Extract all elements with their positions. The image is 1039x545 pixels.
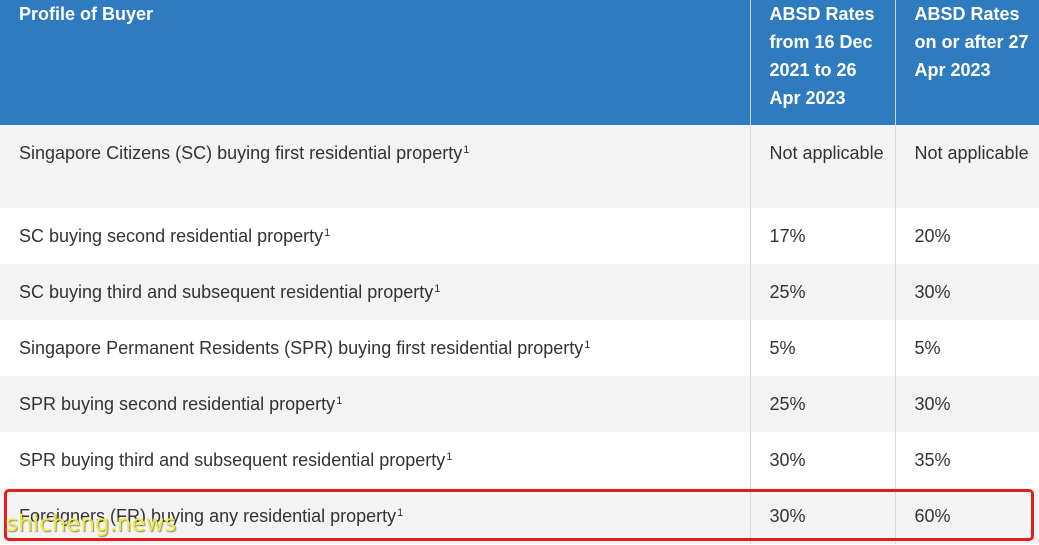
rate-2021-cell: 5% xyxy=(749,320,895,376)
footnote-marker: 1 xyxy=(434,283,441,295)
table-row: SC buying third and subsequent residenti… xyxy=(0,264,1039,320)
profile-text: Singapore Permanent Residents (SPR) buyi… xyxy=(19,338,584,358)
rate-2021-cell: 17% xyxy=(749,208,895,264)
rate-2023-cell: 5% xyxy=(894,320,1039,376)
rate-2023-cell: 35% xyxy=(894,432,1039,488)
footnote-marker: 1 xyxy=(463,144,470,156)
profile-cell: Singapore Permanent Residents (SPR) buyi… xyxy=(0,320,750,376)
profile-cell: Foreigners (FR) buying any residential p… xyxy=(0,488,750,544)
rate-2023-cell: Not applicable xyxy=(894,125,1039,208)
rate-2021-cell: 25% xyxy=(749,376,895,432)
profile-text: SPR buying second residential property xyxy=(19,394,336,414)
table-row: SPR buying second residential property1 … xyxy=(0,376,1039,432)
profile-cell: SPR buying third and subsequent resident… xyxy=(0,432,750,488)
profile-cell: SC buying second residential property1 xyxy=(0,208,750,264)
table-row: Singapore Citizens (SC) buying first res… xyxy=(0,125,1039,208)
rate-2023-cell: 20% xyxy=(894,208,1039,264)
rate-2023-cell: 30% xyxy=(894,376,1039,432)
profile-text: Foreigners (FR) buying any residential p… xyxy=(19,506,397,526)
footnote-marker: 1 xyxy=(584,339,591,351)
rate-2021-cell: Not applicable xyxy=(749,125,895,208)
footnote-marker: 1 xyxy=(324,227,331,239)
table-header-row: Profile of Buyer ABSD Rates from 16 Dec … xyxy=(0,0,1039,125)
table-row: Singapore Permanent Residents (SPR) buyi… xyxy=(0,320,1039,376)
profile-text: SC buying second residential property xyxy=(19,226,324,246)
footnote-marker: 1 xyxy=(336,395,343,407)
rate-2021-cell: 30% xyxy=(749,488,895,544)
header-rates-2023: ABSD Rates on or after 27 Apr 2023 xyxy=(894,0,1039,125)
profile-cell: Singapore Citizens (SC) buying first res… xyxy=(0,125,750,208)
header-profile-of-buyer: Profile of Buyer xyxy=(0,0,750,125)
rate-2021-cell: 25% xyxy=(749,264,895,320)
footnote-marker: 1 xyxy=(397,507,404,519)
footnote-marker: 1 xyxy=(446,451,453,463)
profile-cell: SPR buying second residential property1 xyxy=(0,376,750,432)
header-rates-2021: ABSD Rates from 16 Dec 2021 to 26 Apr 20… xyxy=(749,0,895,125)
table-row: SC buying second residential property1 1… xyxy=(0,208,1039,264)
table-row: SPR buying third and subsequent resident… xyxy=(0,432,1039,488)
rate-2023-cell: 30% xyxy=(894,264,1039,320)
rate-2021-cell: 30% xyxy=(749,432,895,488)
rate-2023-cell: 60% xyxy=(894,488,1039,544)
profile-text: Singapore Citizens (SC) buying first res… xyxy=(19,143,463,163)
profile-text: SC buying third and subsequent residenti… xyxy=(19,282,434,302)
profile-text: SPR buying third and subsequent resident… xyxy=(19,450,446,470)
table-row-foreigners: Foreigners (FR) buying any residential p… xyxy=(0,488,1039,544)
profile-cell: SC buying third and subsequent residenti… xyxy=(0,264,750,320)
